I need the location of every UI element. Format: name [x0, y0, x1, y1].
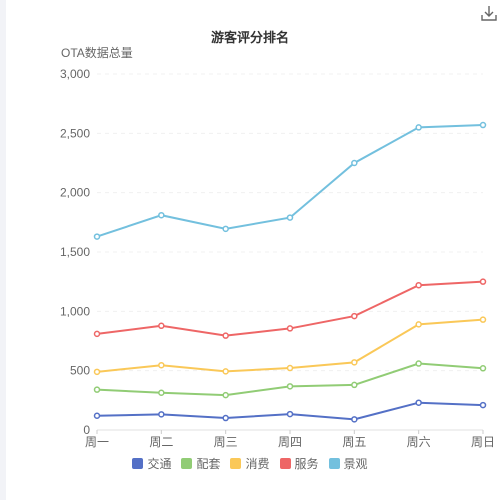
- data-point[interactable]: [93, 368, 101, 376]
- data-point[interactable]: [286, 325, 294, 332]
- chart-title: 游客评分排名: [210, 30, 289, 45]
- legend-label: 消费: [245, 457, 270, 471]
- x-tick-label: 周二: [149, 435, 173, 449]
- data-point[interactable]: [351, 381, 358, 389]
- legend-swatch: [132, 458, 144, 469]
- data-point[interactable]: [93, 233, 101, 240]
- left-strip: [0, 0, 6, 500]
- data-point[interactable]: [351, 159, 358, 167]
- data-point[interactable]: [286, 364, 294, 372]
- data-point[interactable]: [158, 322, 165, 330]
- y-tick-label: 3,000: [60, 67, 90, 81]
- data-point[interactable]: [415, 360, 422, 367]
- data-point[interactable]: [479, 365, 487, 372]
- legend-swatch: [279, 458, 291, 469]
- data-point[interactable]: [351, 312, 358, 320]
- legend-label: 配套: [196, 457, 221, 471]
- legend-label: 景观: [343, 457, 368, 471]
- legend-swatch: [181, 458, 193, 469]
- legend-swatch: [328, 458, 340, 469]
- legend-item[interactable]: 交通: [132, 455, 171, 472]
- y-tick-label: 0: [83, 423, 90, 437]
- y-tick-label: 1,500: [60, 245, 90, 259]
- data-point[interactable]: [158, 211, 165, 219]
- data-point[interactable]: [415, 399, 422, 406]
- legend-item[interactable]: 景观: [328, 455, 368, 472]
- data-point[interactable]: [222, 368, 229, 375]
- data-point[interactable]: [479, 401, 487, 409]
- y-axis-label: OTA数据总量: [61, 45, 133, 60]
- data-point[interactable]: [286, 214, 294, 221]
- x-tick-label: 周五: [342, 435, 366, 449]
- data-point[interactable]: [222, 225, 229, 233]
- data-point[interactable]: [158, 361, 165, 369]
- data-point[interactable]: [93, 386, 101, 393]
- legend-label: 服务: [294, 457, 319, 471]
- data-point[interactable]: [93, 330, 101, 338]
- legend-item[interactable]: 配套: [181, 455, 220, 472]
- data-point[interactable]: [158, 411, 165, 418]
- data-point[interactable]: [479, 121, 487, 129]
- x-tick-label: 周日: [471, 435, 495, 449]
- data-point[interactable]: [479, 278, 487, 285]
- download-icon[interactable]: [480, 4, 498, 22]
- legend-label: 交通: [147, 457, 172, 471]
- y-tick-label: 2,500: [60, 126, 90, 140]
- legend-item[interactable]: 服务: [279, 455, 319, 472]
- data-point[interactable]: [286, 383, 294, 390]
- data-point[interactable]: [286, 410, 294, 418]
- data-point[interactable]: [222, 332, 229, 339]
- data-point[interactable]: [222, 391, 229, 399]
- data-point[interactable]: [351, 416, 358, 423]
- legend-swatch: [230, 458, 242, 469]
- data-point[interactable]: [415, 281, 422, 289]
- x-tick-label: 周六: [407, 435, 431, 449]
- data-point[interactable]: [93, 412, 101, 420]
- y-tick-label: 2,000: [60, 186, 90, 200]
- data-point[interactable]: [479, 316, 487, 323]
- y-tick-label: 1,000: [60, 304, 90, 318]
- legend-item[interactable]: 消费: [230, 455, 270, 472]
- data-point[interactable]: [415, 124, 422, 131]
- x-tick-label: 周三: [214, 435, 238, 449]
- x-tick-label: 周四: [278, 435, 302, 449]
- legend: 交通 配套 消费 服务 景观: [0, 455, 500, 472]
- data-point[interactable]: [415, 321, 422, 328]
- data-point[interactable]: [222, 414, 229, 422]
- data-point[interactable]: [158, 389, 165, 396]
- y-tick-label: 500: [70, 364, 90, 378]
- data-point[interactable]: [351, 359, 358, 366]
- x-tick-label: 周一: [85, 435, 109, 449]
